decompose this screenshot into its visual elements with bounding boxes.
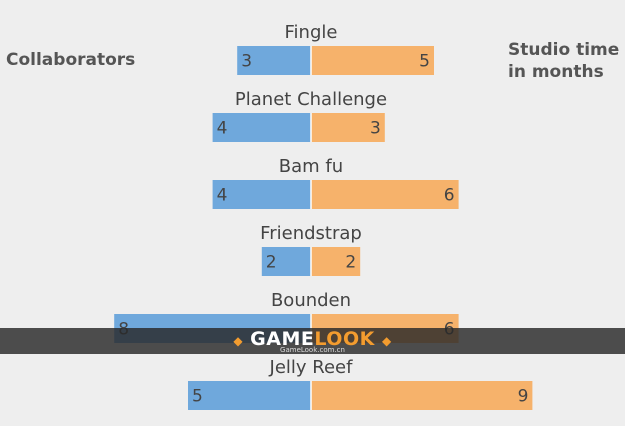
data-label-left: 4 [217,186,228,206]
data-label-right: 6 [444,186,455,206]
watermark-banner: ◆ GAMELOOK ◆ GameLook.com.cn [0,328,625,354]
bar-right [311,46,434,75]
bar-right [311,381,533,410]
data-label-left: 5 [192,387,203,407]
right-series-label: Studio time in months [508,40,620,82]
watermark-site: GameLook.com.cn [280,346,345,354]
bar-left [261,247,311,276]
data-label-left: 4 [217,119,228,139]
bar-left [188,381,311,410]
category-label: Friendstrap [260,223,362,244]
category-label: Planet Challenge [235,89,387,110]
data-label-right: 3 [370,119,381,139]
data-label-left: 2 [266,253,277,273]
data-label-right: 5 [419,52,430,72]
left-series-label: Collaborators [6,50,136,70]
diamond-icon: ◆ [233,334,244,348]
data-label-left: 3 [241,52,252,72]
bar-left [212,180,311,209]
category-label: Bam fu [279,156,343,177]
watermark-brand-part2: LOOK [314,328,375,350]
bar-right [311,247,361,276]
category-label: Bounden [271,290,351,311]
bar-right [311,180,459,209]
diamond-icon: ◆ [381,334,392,348]
bar-right [311,113,385,142]
bar-left [237,46,311,75]
bar-left [212,113,311,142]
data-label-right: 2 [345,253,356,273]
category-label: Jelly Reef [269,357,354,378]
data-label-right: 9 [518,387,529,407]
category-label: Fingle [285,22,338,43]
watermark-brand-part1: GAME [250,328,315,350]
watermark-logo: ◆ GAMELOOK ◆ GameLook.com.cn [0,328,625,354]
